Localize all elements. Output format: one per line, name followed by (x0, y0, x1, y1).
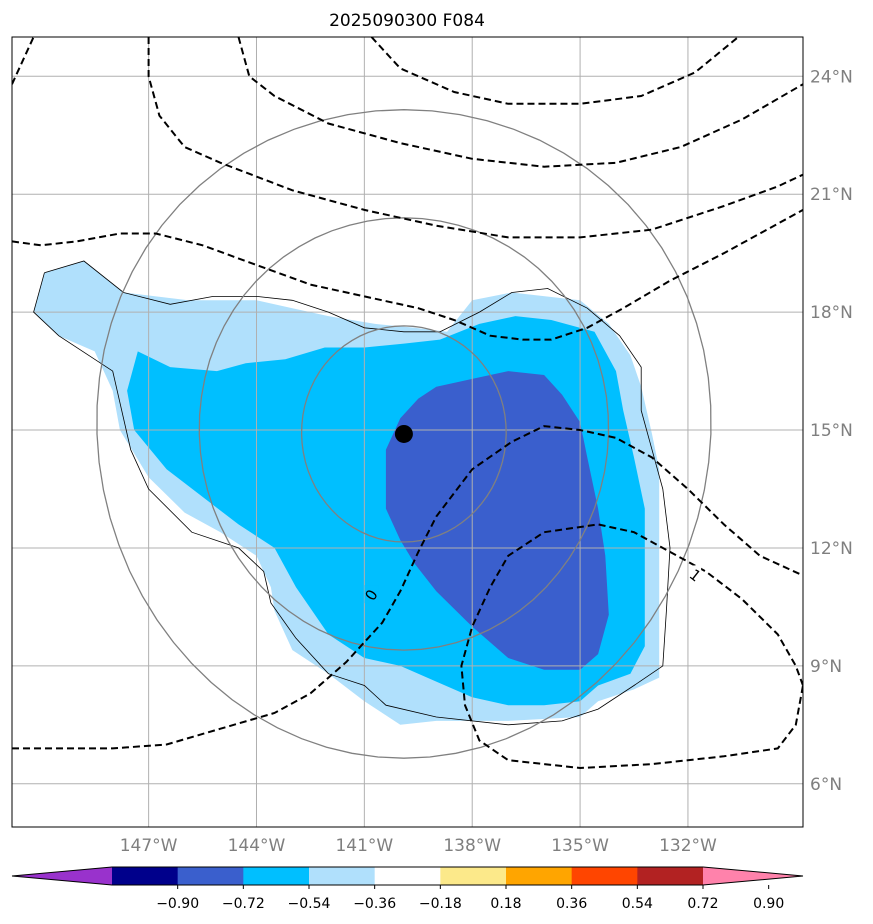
dashed-contour (12, 37, 35, 85)
y-tick-label: 24°N (810, 67, 853, 87)
y-tick-label: 12°N (810, 539, 853, 559)
colorbar-tick-label: −0.72 (222, 896, 265, 912)
colorbar-segment (506, 867, 573, 885)
colorbar-segment (571, 867, 638, 885)
colorbar-segment (177, 867, 244, 885)
filled-region--0p54 (385, 371, 609, 670)
x-tick-label: 144°W (228, 836, 286, 856)
x-tick-label: 147°W (120, 836, 178, 856)
y-tick-label: 15°N (810, 421, 853, 441)
dashed-contour (237, 37, 803, 168)
dashed-contour (12, 209, 803, 341)
colorbar-segment (440, 867, 507, 885)
colorbar-tick-label: 0.54 (622, 896, 653, 912)
range-ring (300, 325, 507, 543)
map-area: 01 (12, 37, 803, 827)
colorbar-tick-label: 0.90 (753, 896, 784, 912)
chart-title: 2025090300 F084 (329, 11, 485, 31)
y-tick-label: 18°N (810, 303, 853, 323)
range-ring (96, 109, 712, 759)
colorbar-tick-label: −0.36 (353, 896, 396, 912)
x-tick-label: 135°W (551, 836, 609, 856)
colorbar-segment (243, 867, 310, 885)
colorbar-tick-label: 0.72 (687, 896, 718, 912)
y-tick-label: 6°N (810, 775, 842, 795)
colorbar-segment (309, 867, 376, 885)
contour-label-bg (364, 585, 379, 604)
colorbar-tick-label: −0.18 (419, 896, 462, 912)
dashed-contour (12, 425, 803, 750)
y-tick-label: 9°N (810, 657, 842, 677)
colorbar-segment (637, 867, 704, 885)
contour-label-1: 1 (686, 565, 705, 585)
colorbar-tick-label: −0.90 (156, 896, 199, 912)
colorbar: −0.90 −0.72 −0.54 −0.36 −0.18 0.18 0.36 0.54 0.7… (11, 866, 804, 912)
dashed-contour (147, 37, 803, 239)
map-frame (11, 36, 804, 828)
colorbar-tick-label: −0.54 (288, 896, 331, 912)
storm-center-marker (394, 424, 413, 443)
colorbar-outline (11, 866, 804, 886)
dashed-contour (460, 523, 803, 770)
colorbar-extend-left (12, 867, 112, 885)
colorbar-segment (374, 867, 441, 885)
x-tick-label: 138°W (443, 836, 501, 856)
colorbar-segment (112, 867, 179, 885)
contour-label-bg (689, 565, 702, 584)
dashed-contour (370, 37, 739, 105)
y-tick-label: 21°N (810, 185, 853, 205)
colorbar-tick-label: 0.18 (490, 896, 521, 912)
axis-labels: 147°W 144°W 141°W 138°W 135°W 132°W 6°N 9°N 12°N… (120, 67, 853, 856)
x-tick-label: 141°W (335, 836, 393, 856)
colorbar-tick-label: 0.36 (556, 896, 587, 912)
x-tick-label: 132°W (659, 836, 717, 856)
range-ring (198, 217, 610, 651)
colorbar-extend-right (703, 867, 803, 885)
